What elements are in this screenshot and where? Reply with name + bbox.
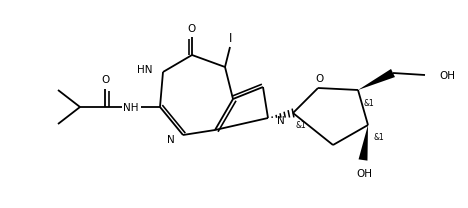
Polygon shape <box>358 69 395 90</box>
Text: I: I <box>229 31 233 45</box>
Polygon shape <box>358 125 368 161</box>
Text: OH: OH <box>356 169 372 179</box>
Text: &1: &1 <box>296 121 307 130</box>
Text: O: O <box>315 74 323 84</box>
Text: NH: NH <box>123 103 139 113</box>
Text: OH: OH <box>439 71 455 81</box>
Text: O: O <box>101 75 109 85</box>
Text: N: N <box>277 116 285 126</box>
Text: N: N <box>167 135 175 145</box>
Text: O: O <box>188 24 196 34</box>
Text: &1: &1 <box>363 99 374 108</box>
Text: &1: &1 <box>373 134 384 142</box>
Text: HN: HN <box>138 65 153 75</box>
